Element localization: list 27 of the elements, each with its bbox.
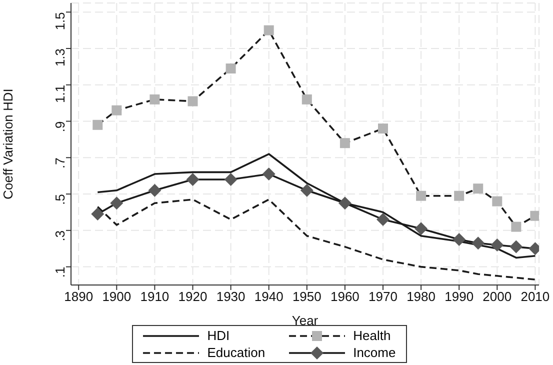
- y-tick-label: .1: [52, 266, 68, 278]
- x-tick-label: 2010: [520, 289, 550, 304]
- legend-label: HDI: [207, 328, 230, 343]
- x-tick-label: 1890: [64, 289, 94, 304]
- x-tick-label: 1960: [330, 289, 360, 304]
- y-tick-label: 1.5: [52, 12, 68, 30]
- y-tick-label: .5: [52, 194, 68, 205]
- legend-label: Income: [353, 345, 396, 360]
- y-tick-label: .3: [52, 230, 68, 242]
- x-tick-label: 1910: [140, 289, 170, 304]
- x-tick-label: 1980: [406, 289, 436, 304]
- legend-label: Health: [353, 328, 391, 343]
- x-tick-label: 1990: [444, 289, 474, 304]
- x-tick-label: 1920: [178, 289, 208, 304]
- x-tick-label: 2000: [482, 289, 512, 304]
- y-tick-label: 1.3: [52, 48, 68, 67]
- y-tick-label: .7: [52, 158, 68, 168]
- y-tick-label: 1.1: [52, 84, 68, 103]
- y-tick-label: .9: [52, 121, 68, 132]
- x-tick-label: 1930: [216, 289, 246, 304]
- x-tick-label: 1940: [254, 289, 284, 304]
- x-tick-label: 1900: [102, 289, 132, 304]
- legend-label: Education: [207, 345, 266, 360]
- x-tick-label: 1950: [292, 289, 322, 304]
- y-axis-title: Coeff Variation HDI: [0, 88, 16, 200]
- x-tick-label: 1970: [368, 289, 398, 304]
- x-axis-title: Year: [292, 313, 319, 328]
